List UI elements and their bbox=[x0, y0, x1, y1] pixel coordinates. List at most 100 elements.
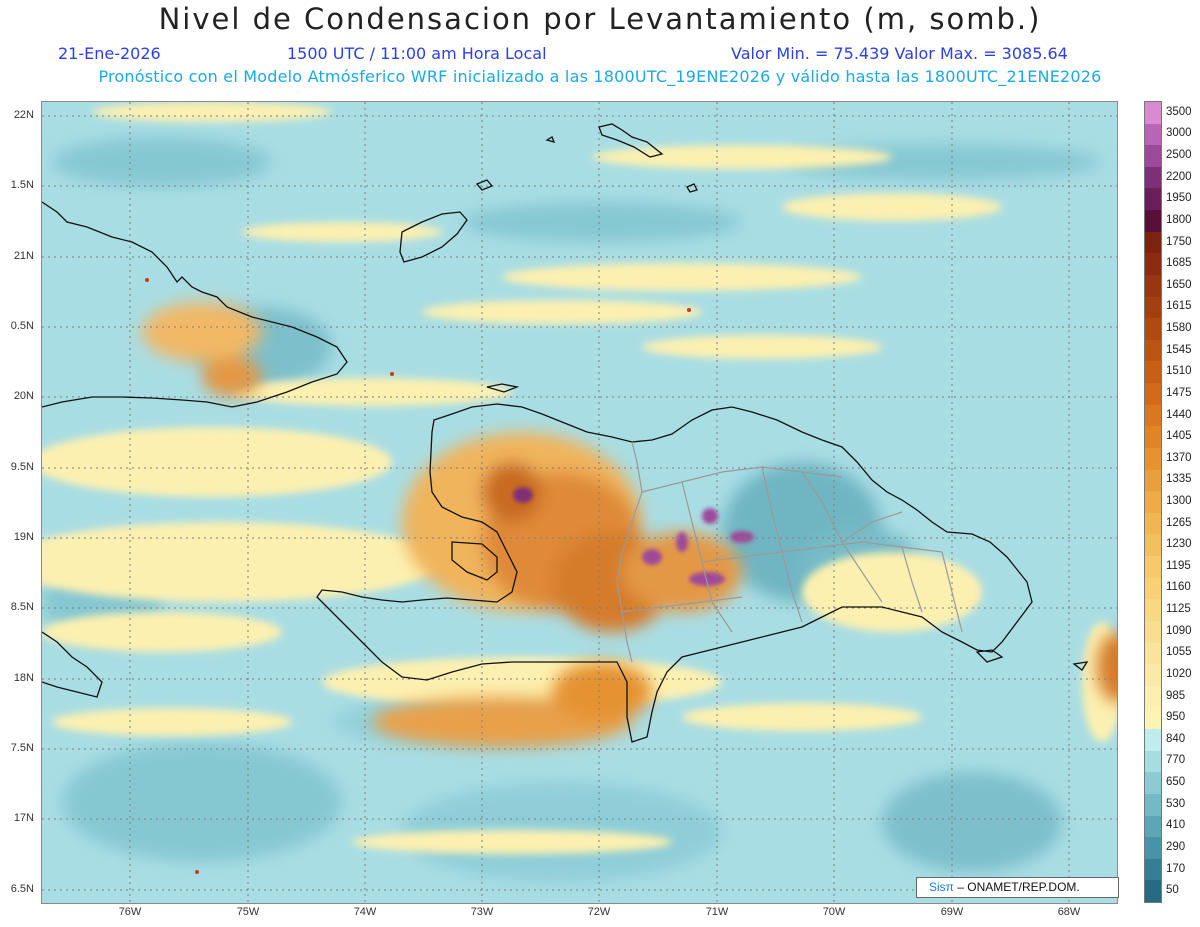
colorbar-label: 1300 bbox=[1166, 495, 1192, 507]
lon-label: 70W bbox=[822, 906, 846, 918]
lon-label: 72W bbox=[587, 906, 611, 918]
colorbar-segment bbox=[1145, 556, 1161, 579]
colorbar-label: 1125 bbox=[1166, 603, 1191, 616]
lat-label: 8.5N bbox=[10, 601, 34, 613]
colorbar-segment bbox=[1145, 166, 1161, 189]
credit-box: Sisπ – ONAMET/REP.DOM. bbox=[916, 877, 1119, 898]
colorbar-segment bbox=[1145, 793, 1161, 816]
lat-label: 7.5N bbox=[10, 742, 34, 754]
colorbar-segment bbox=[1145, 707, 1161, 730]
colorbar-label: 50 bbox=[1166, 884, 1179, 897]
colorbar-segment bbox=[1145, 880, 1161, 903]
lat-label: 21N bbox=[13, 250, 34, 262]
colorbar-segment bbox=[1145, 123, 1161, 146]
lon-label: 74W bbox=[353, 906, 377, 918]
forecast-map bbox=[41, 101, 1118, 904]
model-info-line: Pronóstico con el Modelo Atmósferico WRF… bbox=[98, 67, 1102, 86]
colorbar-label: 530 bbox=[1166, 797, 1186, 810]
colorbar-label: 1615 bbox=[1166, 300, 1192, 313]
lat-label: 9.5N bbox=[10, 461, 34, 473]
colorbar-label: 1440 bbox=[1166, 408, 1192, 421]
colorbar-label: 950 bbox=[1166, 711, 1186, 724]
colorbar-label: 1800 bbox=[1166, 213, 1192, 226]
colorbar-label: 1055 bbox=[1166, 646, 1192, 659]
colorbar-label: 1370 bbox=[1166, 451, 1192, 464]
map-canvas bbox=[42, 102, 1117, 903]
graticule bbox=[42, 102, 1117, 903]
lon-label: 75W bbox=[236, 906, 260, 918]
colorbar-segment bbox=[1145, 253, 1161, 276]
colorbar-label: 410 bbox=[1166, 819, 1186, 832]
colorbar-label: 1230 bbox=[1166, 538, 1192, 551]
colorbar-label: 1750 bbox=[1166, 235, 1192, 248]
colorbar-segment bbox=[1145, 339, 1161, 362]
colorbar-label: 290 bbox=[1166, 840, 1186, 853]
colorbar-segment bbox=[1145, 361, 1161, 384]
lat-label: 1.5N bbox=[10, 179, 34, 191]
colorbar-label: 3000 bbox=[1166, 127, 1192, 140]
colorbar-label: 1195 bbox=[1166, 559, 1191, 572]
colorbar-segment bbox=[1145, 469, 1161, 492]
lon-label: 69W bbox=[940, 906, 964, 918]
colorbar-label: 1090 bbox=[1166, 624, 1192, 637]
lon-label: 68W bbox=[1057, 906, 1081, 918]
colorbar-segment bbox=[1145, 274, 1161, 298]
lon-label: 73W bbox=[470, 906, 494, 918]
colorbar-label: 2500 bbox=[1166, 149, 1192, 162]
colorbar-segment bbox=[1145, 577, 1161, 600]
colorbar-label: 840 bbox=[1166, 732, 1186, 745]
colorbar-label: 1405 bbox=[1166, 430, 1192, 443]
colorbar-label: 770 bbox=[1166, 754, 1186, 767]
colorbar-segment bbox=[1145, 426, 1161, 449]
colorbar-label: 1020 bbox=[1166, 667, 1192, 680]
lat-label: 19N bbox=[13, 531, 34, 543]
colorbar-label: 1335 bbox=[1166, 473, 1192, 486]
colorbar-segment bbox=[1145, 231, 1161, 254]
min-max-values: Valor Min. = 75.439 Valor Max. = 3085.64 bbox=[731, 44, 1068, 63]
colorbar-segment bbox=[1145, 318, 1161, 341]
colorbar-label: 1160 bbox=[1166, 581, 1191, 594]
lon-label: 76W bbox=[118, 906, 142, 918]
colorbar-segment bbox=[1145, 837, 1161, 860]
colorbar-label: 1265 bbox=[1166, 516, 1192, 529]
colorbar-segment bbox=[1145, 858, 1161, 881]
coastlines bbox=[42, 123, 1089, 743]
colorbar-label: 1685 bbox=[1166, 257, 1192, 270]
colorbar-segment bbox=[1145, 534, 1161, 557]
colorbar-segment bbox=[1145, 296, 1161, 319]
forecast-date: 21-Ene-2026 bbox=[58, 44, 161, 63]
colorbar-label: 2200 bbox=[1166, 170, 1192, 183]
colorbar-segment bbox=[1145, 491, 1161, 514]
lat-label: 22N bbox=[13, 109, 34, 121]
colorbar-segment bbox=[1145, 685, 1161, 708]
province-borders bbox=[616, 441, 963, 663]
colorbar-segment bbox=[1145, 729, 1161, 752]
lat-label: 18N bbox=[13, 672, 34, 684]
colorbar bbox=[1144, 101, 1162, 903]
colorbar-label: 1580 bbox=[1166, 322, 1192, 335]
colorbar-label: 1950 bbox=[1166, 192, 1192, 205]
colorbar-label: 985 bbox=[1166, 689, 1186, 702]
colorbar-label: 170 bbox=[1166, 862, 1186, 875]
credit-text: ONAMET/REP.DOM. bbox=[967, 880, 1080, 894]
colorbar-segment bbox=[1145, 210, 1161, 233]
lat-label: 20N bbox=[13, 390, 34, 402]
lat-label: 17N bbox=[13, 812, 34, 824]
colorbar-segment bbox=[1145, 772, 1161, 795]
lat-label: 6.5N bbox=[10, 883, 34, 895]
colorbar-label: 1545 bbox=[1166, 343, 1192, 356]
sisPi-logo: Sisπ bbox=[929, 880, 954, 894]
colorbar-segment bbox=[1145, 145, 1161, 168]
lat-label: 0.5N bbox=[10, 320, 34, 332]
colorbar-segment bbox=[1145, 620, 1161, 644]
colorbar-label: 3500 bbox=[1166, 105, 1192, 118]
colorbar-label: 1475 bbox=[1166, 386, 1192, 399]
lon-label: 71W bbox=[705, 906, 729, 918]
colorbar-segment bbox=[1145, 404, 1161, 427]
colorbar-segment bbox=[1145, 599, 1161, 622]
station-dots bbox=[145, 278, 691, 874]
field-mid-lcl bbox=[42, 102, 1117, 854]
colorbar-segment bbox=[1145, 383, 1161, 406]
colorbar-segment bbox=[1145, 102, 1161, 125]
colorbar-label: 1650 bbox=[1166, 278, 1192, 291]
